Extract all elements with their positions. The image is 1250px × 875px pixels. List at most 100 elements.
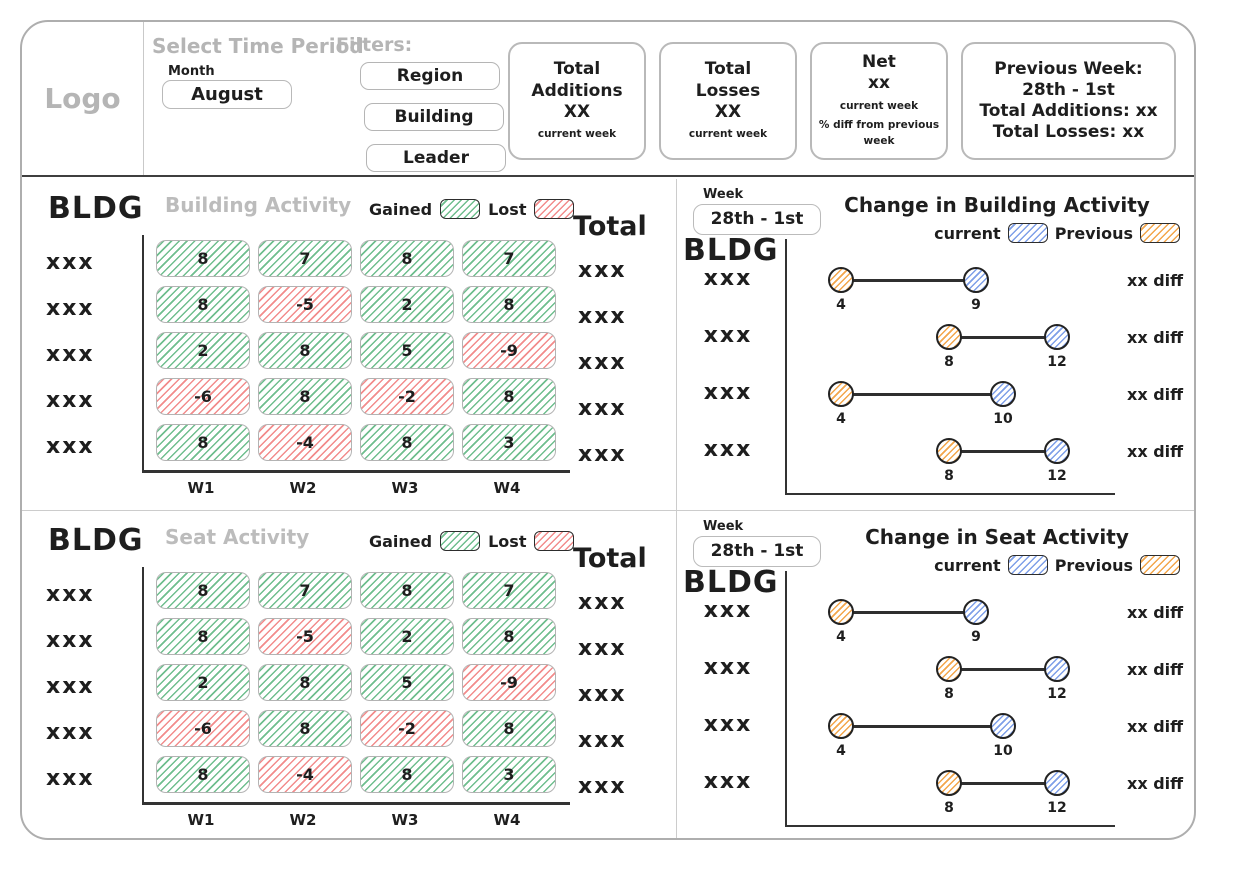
previous-dot xyxy=(828,713,854,739)
heatmap-row-label: xxx xyxy=(46,719,95,745)
previous-dot xyxy=(828,381,854,407)
heatmap-cell-gained: 8 xyxy=(462,709,556,747)
dumbbell-line xyxy=(949,336,1057,339)
heatmap-cell-gained: 8 xyxy=(258,331,352,369)
card-week-range: 28th - 1st xyxy=(1022,79,1115,100)
heatmap-cell-lost: -9 xyxy=(462,331,556,369)
card-value: XX xyxy=(563,101,591,122)
legend-gained-label: Gained xyxy=(369,199,433,219)
heatmap-cell-gained: 8 xyxy=(360,571,454,609)
heatmap-row: -6 8 -2 8 xyxy=(144,705,570,751)
heatmap-row-label: xxx xyxy=(46,295,95,321)
row-totals: xxx xxx xxx xxx xxx xyxy=(578,239,658,469)
dumbbell-row-label: xxx xyxy=(703,437,753,462)
heatmap-cell-gained: 3 xyxy=(462,423,556,461)
previous-swatch xyxy=(1140,223,1180,243)
row-labels: xxx xxx xxx xxx xxx xyxy=(46,571,130,801)
building-activity-panel: BLDG Building Activity Gained Lost Total… xyxy=(22,179,677,511)
card-title: Net xyxy=(862,52,896,73)
dumbbell-row-label: xxx xyxy=(703,266,753,291)
card-subtitle: current week xyxy=(688,128,768,140)
heatmap-cell-lost: -2 xyxy=(360,377,454,415)
header-bar: Logo Select Time Period Month August Fil… xyxy=(22,22,1194,177)
logo: Logo xyxy=(44,82,121,115)
x-axis-label: W3 xyxy=(391,811,419,829)
stat-cards: Total Additions XX current week Total Lo… xyxy=(508,42,1176,160)
legend: current Previous xyxy=(934,223,1180,243)
previous-dot xyxy=(936,770,962,796)
heatmap-cell-gained: 2 xyxy=(156,663,250,701)
heatmap-plot: 8 7 8 7 8 -5 2 8 2 8 5 -9 -6 8 -2 8 8 -4 8 3 xyxy=(142,235,570,473)
diff-label: xx diff xyxy=(1127,271,1184,290)
heatmap-row-label: xxx xyxy=(46,387,95,413)
diff-label: xx diff xyxy=(1127,385,1184,404)
dumbbell-line xyxy=(949,782,1057,785)
previous-dot xyxy=(936,438,962,464)
card-title: Additions xyxy=(531,80,623,101)
heatmap-cell-lost: -5 xyxy=(258,285,352,323)
heatmap-plot: 8 7 8 7 8 -5 2 8 2 8 5 -9 -6 8 -2 8 8 -4 8 3 xyxy=(142,567,570,805)
heatmap-row-label: xxx xyxy=(46,341,95,367)
current-dot xyxy=(1044,656,1070,682)
legend: Gained Lost xyxy=(369,199,575,219)
legend: current Previous xyxy=(934,555,1180,575)
heatmap-cell-gained: 8 xyxy=(462,285,556,323)
dumbbell-row-label: xxx xyxy=(703,712,753,737)
row-labels: xxx xxx xxx xxx xxx xyxy=(46,239,130,469)
y-axis-title: BLDG xyxy=(683,565,779,600)
heatmap-row: 2 8 5 -9 xyxy=(144,327,570,373)
week-label: Week xyxy=(703,187,744,202)
dumbbell-row-label: xxx xyxy=(703,769,753,794)
x-axis-label: W2 xyxy=(289,811,317,829)
y-axis-title: BLDG xyxy=(48,191,144,226)
previous-value: 8 xyxy=(944,800,954,816)
row-total: xxx xyxy=(578,728,627,753)
region-filter-button[interactable]: Region xyxy=(360,62,500,90)
current-value: 9 xyxy=(971,297,981,313)
heatmap-cell-gained: 7 xyxy=(258,571,352,609)
current-dot xyxy=(1044,770,1070,796)
row-totals: xxx xxx xxx xxx xxx xyxy=(578,571,658,801)
total-losses-card: Total Losses XX current week xyxy=(659,42,797,160)
current-dot xyxy=(963,267,989,293)
card-title: Total xyxy=(553,59,601,80)
change-seat-activity-panel: Week 28th - 1st Change in Seat Activity … xyxy=(677,511,1194,838)
building-filter-button[interactable]: Building xyxy=(364,103,504,131)
heatmap-cell-gained: 8 xyxy=(360,239,454,277)
heatmap-cell-gained: 8 xyxy=(156,423,250,461)
current-value: 12 xyxy=(1047,800,1067,816)
current-swatch xyxy=(1007,223,1048,243)
x-axis-label: W1 xyxy=(187,811,215,829)
week-label: Week xyxy=(703,519,744,534)
legend-previous-label: Previous xyxy=(1054,223,1133,243)
heatmap-row: 8 -5 2 8 xyxy=(144,613,570,659)
heatmap-cell-gained: 8 xyxy=(258,663,352,701)
week-dropdown[interactable]: 28th - 1st xyxy=(693,536,821,567)
heatmap-cell-gained: 5 xyxy=(360,331,454,369)
total-column-label: Total xyxy=(573,543,647,574)
legend-lost-label: Lost xyxy=(488,199,527,219)
x-axis-label: W1 xyxy=(187,479,215,497)
heatmap-cell-lost: -9 xyxy=(462,663,556,701)
dumbbell-line xyxy=(841,611,976,614)
heatmap-cell-gained: 5 xyxy=(360,663,454,701)
total-additions-card: Total Additions XX current week xyxy=(508,42,646,160)
leader-filter-button[interactable]: Leader xyxy=(366,144,506,172)
card-subtitle: % diff from previous week xyxy=(818,119,940,148)
row-total: xxx xyxy=(578,396,627,421)
heatmap-cell-lost: -4 xyxy=(258,423,352,461)
week-dropdown[interactable]: 28th - 1st xyxy=(693,204,821,235)
previous-value: 4 xyxy=(836,743,846,759)
row-total: xxx xyxy=(578,442,627,467)
heatmap-cell-gained: 2 xyxy=(156,331,250,369)
heatmap-cell-gained: 8 xyxy=(462,617,556,655)
current-value: 12 xyxy=(1047,354,1067,370)
previous-value: 8 xyxy=(944,686,954,702)
dumbbell-plot: xxx 4 9 xx diff xxx 8 12 xx diff xxx 4 1… xyxy=(704,571,1183,827)
x-axis-labels: W1 W2 W3 W4 xyxy=(154,811,554,829)
month-dropdown[interactable]: August xyxy=(162,80,292,109)
dumbbell-line xyxy=(949,450,1057,453)
net-card: Net xx current week % diff from previous… xyxy=(810,42,948,160)
previous-dot xyxy=(828,267,854,293)
